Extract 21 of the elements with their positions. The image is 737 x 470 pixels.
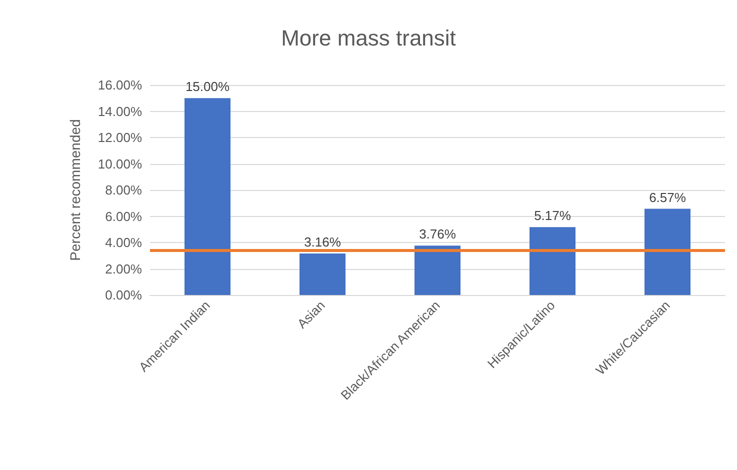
y-tick-label: 16.00% [98, 78, 142, 92]
data-label: 15.00% [185, 79, 230, 94]
y-tick-label: 6.00% [105, 208, 142, 224]
data-label: 5.17% [534, 208, 572, 224]
data-label: 3.16% [304, 234, 342, 250]
chart-title: More mass transit [281, 26, 456, 50]
y-axis-title: Percent recommended [67, 119, 83, 261]
y-tick-label: 4.00% [105, 235, 142, 250]
y-tick-label: 2.00% [105, 261, 142, 276]
y-tick-label: 0.00% [105, 288, 142, 302]
y-tick-label: 14.00% [98, 104, 142, 119]
y-tick-label: 8.00% [105, 182, 142, 198]
y-tick-label: 10.00% [98, 156, 142, 172]
bar [414, 246, 460, 295]
y-tick-label: 12.00% [98, 130, 142, 145]
bar [644, 208, 690, 295]
data-label: 3.76% [419, 226, 456, 242]
bar [300, 254, 346, 295]
bar [184, 98, 230, 295]
data-label: 6.57% [649, 190, 686, 205]
bar [530, 227, 576, 295]
